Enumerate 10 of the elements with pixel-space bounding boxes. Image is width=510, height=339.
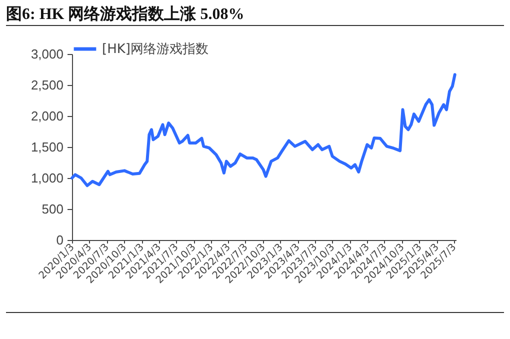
- y-tick-label: 1,500: [30, 140, 64, 154]
- chart-title: 图6: HK 网络游戏指数上涨 5.08%: [6, 4, 244, 25]
- y-tick-label: 500: [42, 202, 64, 216]
- y-tick-label: 2,500: [30, 78, 64, 92]
- legend-label: [HK]网络游戏指数: [102, 42, 208, 57]
- y-tick-label: 3,000: [30, 46, 64, 62]
- line-series: [70, 73, 456, 188]
- y-tick-label: 0: [56, 232, 64, 248]
- y-tick-label: 1,000: [30, 170, 64, 186]
- y-tick-label: 2,000: [30, 108, 64, 124]
